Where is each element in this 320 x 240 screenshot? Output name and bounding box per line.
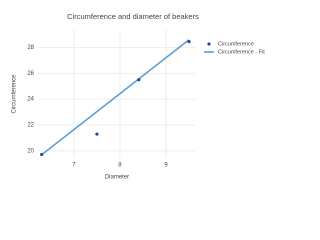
data-point (40, 152, 44, 157)
y-tick-label: 28 (27, 45, 34, 51)
legend-marker (207, 42, 211, 46)
legend-label: Circumference (218, 41, 254, 47)
x-tick-label: 9 (164, 163, 168, 169)
y-tick-label: 26 (27, 71, 34, 77)
data-point (137, 78, 141, 82)
data-point (187, 40, 191, 44)
chart-title: Circumference and diameter of beakers (67, 12, 199, 21)
y-axis-label: Circumference (12, 74, 18, 114)
x-tick-label: 7 (72, 163, 76, 169)
x-tick-label: 8 (118, 163, 122, 169)
y-tick-label: 24 (27, 97, 34, 103)
fit-line (41, 39, 190, 156)
chart: Circumference and diameter of beakers Di… (12, 12, 266, 181)
x-axis-label: Diameter (105, 175, 129, 181)
y-tick-label: 20 (27, 148, 34, 154)
y-tick-label: 22 (27, 123, 34, 129)
data-point (95, 132, 99, 136)
legend-label: Circumference - Fit (218, 49, 265, 55)
